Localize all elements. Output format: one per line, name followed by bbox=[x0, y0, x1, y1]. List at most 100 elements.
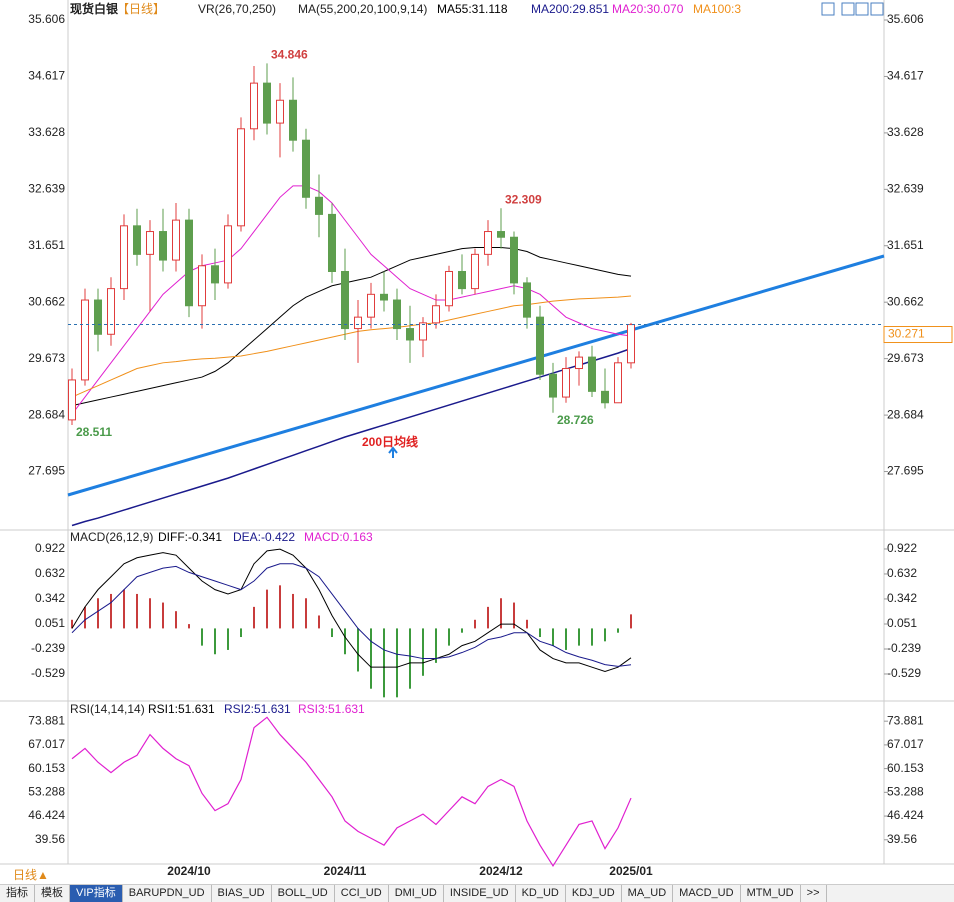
y-tick-label-right: -0.529 bbox=[887, 666, 921, 680]
line-series bbox=[71, 185, 632, 415]
y-tick-label: 28.684 bbox=[28, 407, 65, 421]
y-tick-label: 39.56 bbox=[35, 832, 65, 846]
trend-line bbox=[67, 254, 885, 497]
candle-body bbox=[133, 225, 141, 255]
tab[interactable]: MACD_UD bbox=[673, 885, 741, 902]
indicator-title: RSI(14,14,14) bbox=[70, 702, 145, 716]
y-tick-label: 30.662 bbox=[28, 294, 65, 308]
candle-body bbox=[328, 213, 336, 272]
arrow bbox=[388, 446, 398, 458]
candle-body bbox=[432, 305, 440, 324]
indicator-value: RSI1:51.631 bbox=[148, 702, 215, 716]
candle-body bbox=[549, 373, 557, 398]
candle-body bbox=[380, 293, 388, 301]
period-toggle[interactable]: 日线▲ bbox=[13, 868, 49, 882]
y-tick-label: 27.695 bbox=[28, 464, 65, 478]
candle-body bbox=[588, 356, 596, 392]
candle-body bbox=[263, 82, 271, 124]
y-tick-label: 0.632 bbox=[35, 566, 65, 580]
candle-body bbox=[510, 236, 518, 284]
annotation: 32.309 bbox=[505, 192, 542, 206]
annotation: 200日均线 bbox=[362, 434, 418, 449]
legend-item: MA100:3 bbox=[693, 2, 741, 16]
candle-body bbox=[471, 253, 479, 290]
tab[interactable]: VIP指标 bbox=[70, 885, 123, 902]
candle-body bbox=[458, 270, 466, 290]
indicator-value: DEA:-0.422 bbox=[233, 530, 295, 544]
candle-body bbox=[484, 231, 492, 255]
y-tick-label-right: 53.288 bbox=[887, 785, 924, 799]
indicator-tabs: 指标 模板 VIP指标 BARUPDN_UD BIAS_UD BOLL_UD CCI_UD D… bbox=[0, 884, 954, 902]
tab[interactable]: MTM_UD bbox=[741, 885, 801, 902]
ma-label: MA(55,200,20,100,9,14) bbox=[298, 2, 427, 16]
tab[interactable]: BIAS_UD bbox=[212, 885, 272, 902]
tab[interactable]: KDJ_UD bbox=[566, 885, 622, 902]
candle-body bbox=[601, 390, 609, 404]
y-tick-label-right: 0.632 bbox=[887, 566, 917, 580]
x-tick-label: 2024/10 bbox=[167, 864, 211, 878]
candle-body bbox=[211, 265, 219, 284]
tab[interactable]: INSIDE_UD bbox=[444, 885, 516, 902]
tab[interactable]: 模板 bbox=[35, 885, 70, 902]
tab[interactable]: BARUPDN_UD bbox=[123, 885, 212, 902]
y-tick-label-right: 0.922 bbox=[887, 541, 917, 555]
candle-body bbox=[198, 265, 206, 307]
x-tick-label: 2024/12 bbox=[479, 864, 523, 878]
line-series bbox=[71, 347, 632, 527]
tab[interactable]: DMI_UD bbox=[389, 885, 444, 902]
annotation: 34.846 bbox=[271, 48, 308, 62]
y-tick-label-right: 0.342 bbox=[887, 591, 917, 605]
legend-item: MA20:30.070 bbox=[612, 2, 684, 16]
y-tick-label-right: 30.662 bbox=[887, 294, 924, 308]
candle-body bbox=[315, 196, 323, 215]
y-tick-label: 32.639 bbox=[28, 182, 65, 196]
candle-body bbox=[159, 231, 167, 261]
y-tick-label: 53.288 bbox=[28, 785, 65, 799]
candle-body bbox=[393, 299, 401, 330]
tab[interactable]: MA_UD bbox=[622, 885, 674, 902]
y-tick-label-right: 27.695 bbox=[887, 464, 924, 478]
annotation: 28.511 bbox=[76, 425, 112, 439]
candle-body bbox=[354, 316, 362, 330]
candle-body bbox=[562, 368, 570, 398]
candle-body bbox=[250, 82, 258, 130]
y-tick-label: 46.424 bbox=[28, 808, 65, 822]
candle-body bbox=[575, 356, 583, 370]
y-tick-label: 0.922 bbox=[35, 541, 65, 555]
y-tick-label: 67.017 bbox=[28, 737, 65, 751]
y-tick-label: 34.617 bbox=[28, 69, 65, 83]
tab[interactable]: 指标 bbox=[0, 885, 35, 902]
y-tick-label-right: -0.239 bbox=[887, 641, 921, 655]
candle-body bbox=[289, 99, 297, 141]
line-series bbox=[71, 563, 632, 667]
tab[interactable]: BOLL_UD bbox=[272, 885, 335, 902]
candle-body bbox=[614, 362, 622, 404]
y-tick-label: 0.051 bbox=[35, 616, 65, 630]
tab[interactable]: KD_UD bbox=[516, 885, 566, 902]
candle-body bbox=[367, 293, 375, 318]
y-tick-label-right: 33.628 bbox=[887, 125, 924, 139]
line-series bbox=[71, 716, 632, 868]
y-tick-label-right: 0.051 bbox=[887, 616, 917, 630]
tab[interactable]: >> bbox=[801, 885, 827, 902]
y-tick-label-right: 39.56 bbox=[887, 832, 917, 846]
y-tick-label: 29.673 bbox=[28, 351, 65, 365]
x-tick-label: 2025/01 bbox=[609, 864, 653, 878]
candle-body bbox=[536, 316, 544, 375]
candle-body bbox=[237, 128, 245, 227]
toolbar-icons[interactable] bbox=[821, 2, 884, 16]
y-tick-label-right: 32.639 bbox=[887, 182, 924, 196]
vr-label: VR(26,70,250) bbox=[198, 2, 276, 16]
candle-body bbox=[341, 270, 349, 330]
candle-body bbox=[497, 231, 505, 238]
candle-body bbox=[627, 324, 635, 364]
y-tick-label-right: 34.617 bbox=[887, 69, 924, 83]
candle-body bbox=[94, 299, 102, 335]
price-tag bbox=[883, 326, 953, 344]
candle-body bbox=[120, 225, 128, 290]
indicator-value: RSI2:51.631 bbox=[224, 702, 291, 716]
candle-body bbox=[523, 282, 531, 318]
tab[interactable]: CCI_UD bbox=[335, 885, 389, 902]
